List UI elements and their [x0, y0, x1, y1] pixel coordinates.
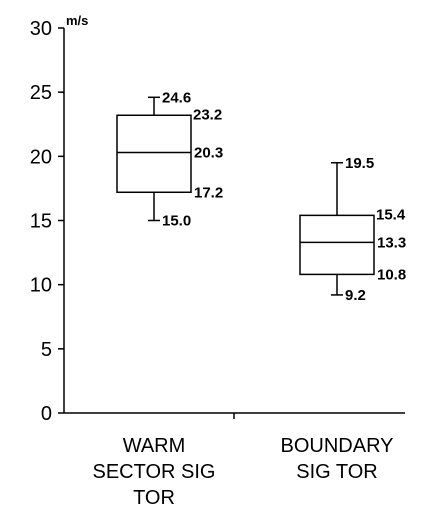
box-1: 24.623.2 20.3 17.215.0 [116, 89, 223, 230]
box-body [299, 214, 375, 276]
y-tick-label: 10 [30, 275, 52, 297]
category-labels: WARM SECTOR SIG TOR BOUNDARY SIG TOR [93, 435, 394, 509]
axes: 0 5 10 15 20 25 30 [30, 18, 405, 425]
category-label-line: TOR [133, 487, 175, 509]
y-tick-label: 30 [30, 18, 52, 40]
category-label-line: BOUNDARY [281, 435, 394, 457]
median-label: 20.3 [194, 144, 223, 161]
y-tick-label: 20 [30, 146, 52, 168]
y-tick-label: 15 [30, 211, 52, 233]
y-axis-unit-label: m/s [66, 13, 88, 28]
whisker-low-label: 9.2 [345, 287, 366, 304]
category-label-line: SECTOR SIG [93, 461, 216, 483]
box-2: 19.5 15.4 13.3 10.8 9.2 [299, 155, 406, 304]
q1-label: 10.8 [377, 266, 406, 283]
y-tick-label: 5 [41, 339, 52, 361]
y-tick-label: 0 [41, 403, 52, 425]
category-label-line: SIG TOR [296, 461, 378, 483]
q3-label: 23.2 [193, 106, 222, 123]
median-label: 13.3 [377, 234, 406, 251]
whisker-high-label: 19.5 [345, 155, 374, 172]
whisker-high-label: 24.6 [162, 89, 191, 106]
box-body [116, 114, 192, 194]
boxes: 24.623.2 20.3 17.215.0 19.5 15.4 13.3 10.8 9.2 [116, 89, 406, 304]
q3-label: 15.4 [376, 206, 406, 223]
y-tick-label: 25 [30, 82, 52, 104]
whisker-low-label: 15.0 [162, 213, 191, 230]
category-label-line: WARM [123, 435, 186, 457]
q1-label: 17.2 [194, 184, 223, 201]
